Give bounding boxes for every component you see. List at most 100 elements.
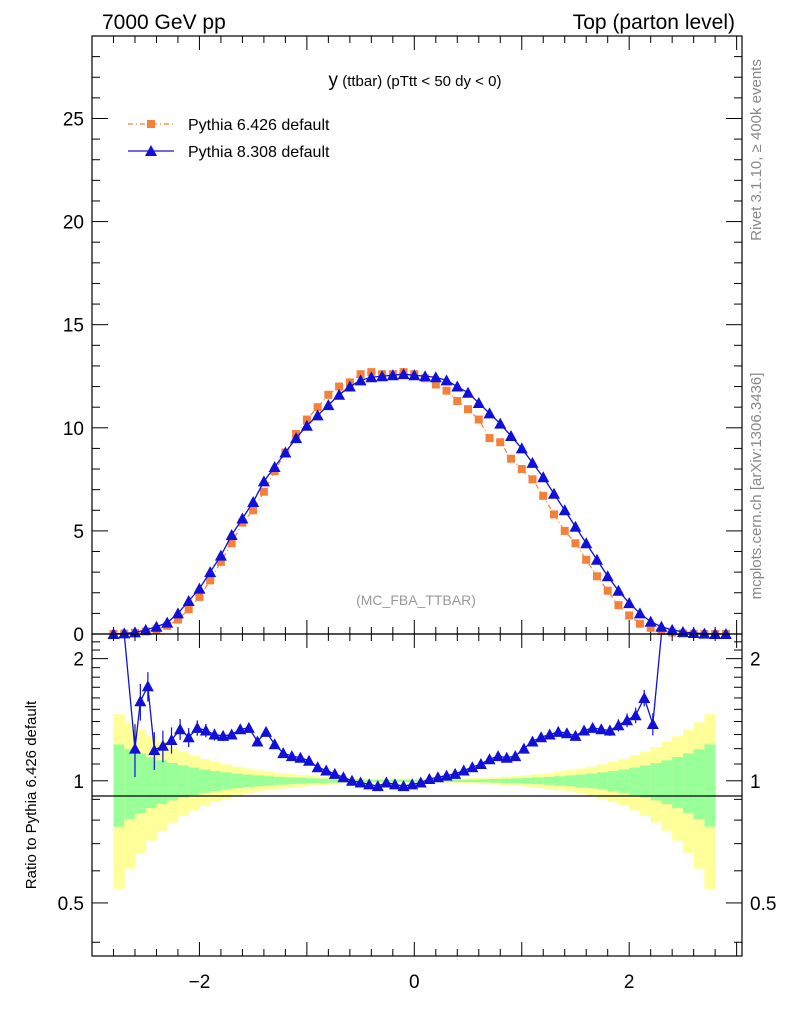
process-label: Top (parton level): [573, 11, 735, 34]
ratio-band-green: [328, 778, 340, 783]
ratio-point: [595, 723, 608, 735]
pythia8-point: [204, 566, 217, 578]
ratio-point: [148, 744, 161, 756]
ratio-point: [354, 776, 367, 788]
pythia8-point: [590, 553, 603, 565]
ratio-point: [363, 778, 376, 790]
pythia8-point: [139, 623, 152, 635]
pythia8-point: [161, 616, 174, 628]
ratio-point: [646, 718, 659, 730]
pythia6-point: [195, 592, 204, 601]
ratio-axis-ticks: 0.5 0.5 1 1 2 2 −2 0 2: [58, 634, 776, 993]
ratio-band-green: [564, 775, 576, 787]
ratio-band-green: [134, 753, 147, 814]
ratio-band-green: [392, 779, 405, 782]
pythia6-point: [206, 576, 215, 585]
pythia8-point: [365, 371, 378, 383]
pythia6-point: [474, 415, 483, 424]
pythia8-point: [429, 371, 442, 383]
pythia6-point: [184, 605, 193, 614]
pythia8-point: [687, 626, 700, 638]
plot-title-main: y: [329, 70, 339, 91]
pythia8-point: [558, 504, 571, 516]
pythia6-line: [113, 371, 726, 635]
legend-marker-pythia8: [145, 145, 157, 156]
ratio-ytick-label-right: 1: [750, 772, 761, 793]
pythia8-point: [214, 549, 227, 561]
ratio-point: [492, 750, 505, 762]
legend: Pythia 6.426 default Pythia 8.308 defaul…: [128, 117, 330, 161]
ratio-point: [234, 723, 247, 735]
ratio-band-green: [145, 757, 157, 809]
ratio-band-green: [403, 779, 415, 782]
pythia6-point: [335, 382, 344, 391]
pythia6-point: [507, 454, 516, 463]
ratio-band-green: [306, 778, 319, 784]
ratio-point: [251, 735, 264, 747]
pythia6-point: [249, 506, 258, 515]
ratio-band-green: [317, 778, 329, 783]
pythia8-point: [171, 607, 184, 619]
pythia8-point: [118, 627, 131, 639]
legend-label-pythia6: Pythia 6.426 default: [188, 117, 330, 134]
ratio-point: [303, 754, 316, 766]
ratio-band-green: [156, 760, 168, 804]
ratio-point: [603, 724, 616, 736]
ratio-point: [156, 739, 169, 751]
ratio-band-green: [511, 778, 523, 784]
ratio-band-green: [478, 779, 491, 783]
main-ytick-label: 5: [73, 522, 84, 543]
ratio-point: [277, 747, 290, 759]
pythia8-point: [236, 512, 249, 524]
ratio-uncertainty-bands: [113, 714, 716, 889]
legend-label-pythia8: Pythia 8.308 default: [188, 144, 330, 161]
ratio-band-green: [285, 777, 297, 785]
ratio-band-green: [167, 763, 179, 801]
pythia6-point: [453, 396, 462, 405]
ratio-point: [346, 774, 358, 786]
ratio-point: [208, 728, 221, 740]
pythia8-point: [655, 620, 668, 632]
pythia8-point: [494, 417, 507, 429]
ratio-point: [612, 719, 625, 731]
pythia8-point: [698, 627, 711, 639]
ratio-band-green: [650, 763, 662, 801]
pythia6-point: [625, 611, 634, 620]
pythia8-point: [537, 471, 550, 483]
pythia8-point: [128, 626, 141, 638]
ratio-band-green: [253, 775, 265, 787]
ratio-point: [165, 734, 178, 746]
pythia8-point: [526, 456, 539, 468]
pythia8-point: [408, 369, 421, 381]
ratio-ytick-label: 0.5: [58, 894, 84, 915]
pythia6-point: [227, 539, 236, 548]
ratio-ylabel: Ratio to Pythia 6.426 default: [23, 700, 40, 889]
ratio-point: [569, 729, 582, 741]
main-ytick-label: 20: [63, 213, 84, 234]
pythia8-point: [462, 386, 475, 398]
pythia6-point: [560, 526, 569, 535]
ratio-point: [294, 751, 307, 763]
ratio-point: [191, 721, 204, 733]
ratio-point: [174, 723, 187, 735]
pythia6-point: [496, 438, 505, 447]
pythia8-point: [515, 442, 528, 454]
pythia8-point: [397, 368, 410, 380]
pythia8-point: [472, 397, 485, 409]
pythia6-point: [431, 380, 440, 389]
pythia8-point: [505, 430, 518, 442]
ratio-point: [371, 780, 384, 792]
ratio-band-green: [242, 774, 254, 788]
ratio-point: [414, 776, 427, 788]
ratio-band-green: [607, 771, 619, 792]
ratio-point: [141, 680, 154, 692]
ratio-ytick-label-right: 0.5: [750, 894, 776, 915]
analysis-watermark: (MC_FBA_TTBAR): [356, 592, 476, 608]
pythia8-point: [612, 584, 625, 596]
ratio-point: [586, 721, 599, 733]
ratio-point: [474, 757, 487, 769]
ratio-point: [629, 709, 642, 721]
ratio-point: [217, 729, 230, 741]
pythia6-point: [528, 475, 537, 484]
ratio-point: [285, 750, 298, 762]
